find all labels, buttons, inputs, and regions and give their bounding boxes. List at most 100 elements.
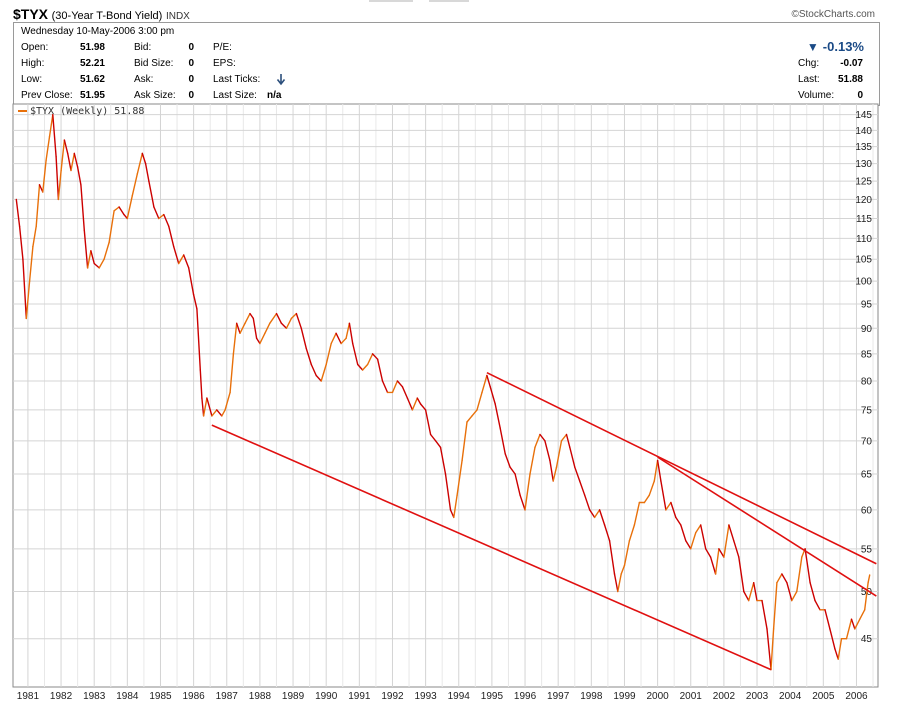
price-segment (187, 267, 195, 296)
symbol: $TYX (13, 6, 49, 22)
price-segment (709, 556, 717, 575)
price-segment (845, 618, 853, 640)
price-segment (761, 599, 768, 630)
volume-label: Volume: (798, 90, 835, 101)
legend-label: $TYX (Weekly) 51.88 (30, 106, 144, 117)
price-segment (589, 509, 596, 519)
price-segment (456, 459, 463, 496)
last-size-value: n/a (267, 90, 282, 101)
price-segment (656, 459, 662, 482)
prev-close-value: 51.95 (79, 90, 105, 101)
price-segment (35, 184, 41, 228)
price-segment (396, 380, 404, 388)
price-segment (83, 229, 89, 269)
y-tick-label: 75 (861, 405, 873, 416)
price-segment (158, 213, 165, 220)
price-segment (232, 322, 238, 355)
x-tick-label: 2000 (646, 691, 669, 702)
price-segment (565, 433, 571, 448)
high-value: 52.21 (79, 58, 105, 69)
price-segment (411, 397, 418, 411)
y-tick-label: 110 (856, 234, 872, 245)
price-segment (555, 440, 563, 468)
price-segment (280, 322, 288, 329)
price-segment (743, 590, 750, 602)
stockcharts-credit[interactable]: ©StockCharts.com (791, 9, 875, 20)
price-segment (569, 446, 576, 468)
price-segment (429, 433, 437, 442)
price-segment (255, 337, 261, 345)
price-segment (406, 397, 414, 411)
price-segment (770, 628, 775, 671)
price-segment (574, 466, 581, 482)
trendline (211, 424, 772, 671)
price-segment (108, 210, 115, 244)
price-segment (486, 374, 491, 388)
price-segment (617, 573, 622, 593)
y-tick-label: 90 (861, 324, 873, 335)
price-segment (113, 206, 120, 212)
price-segment (381, 380, 389, 394)
price-segment (685, 540, 692, 550)
price-segment (772, 582, 778, 630)
x-tick-label: 1998 (580, 691, 603, 702)
volume-value: 0 (857, 90, 863, 101)
x-tick-label: 2006 (845, 691, 868, 702)
y-tick-label: 140 (855, 126, 872, 137)
quote-datetime: Wednesday 10-May-2006 3:00 pm (21, 26, 175, 37)
chg-value: -0.07 (840, 58, 863, 69)
price-segment (466, 415, 473, 423)
price-segment (42, 159, 47, 193)
price-segment (471, 409, 478, 417)
bid-size-value: 0 (188, 58, 194, 69)
price-segment (52, 113, 57, 158)
security-name: (30-Year T-Bond Yield) (51, 10, 163, 22)
price-segment (57, 169, 62, 201)
ask-size-label: Ask Size: (134, 90, 176, 101)
price-segment (401, 386, 409, 399)
trendline (486, 371, 877, 565)
y-tick-label: 125 (855, 177, 872, 188)
x-tick-label: 1987 (216, 691, 239, 702)
ask-label: Ask: (134, 74, 154, 85)
price-segment (118, 206, 125, 216)
exchange: INDX (165, 11, 190, 22)
x-tick-label: 1999 (613, 691, 636, 702)
price-segment (449, 509, 455, 519)
x-tick-label: 2002 (713, 691, 736, 702)
x-tick-label: 1984 (116, 691, 139, 702)
price-segment (163, 213, 170, 228)
price-segment (791, 590, 798, 602)
down-triangle-icon: ▼ (806, 40, 819, 54)
price-segment (539, 433, 546, 442)
pe-label: P/E: (213, 42, 232, 53)
price-segment (723, 524, 730, 558)
top-tab-stub (369, 0, 413, 2)
high-label: High: (21, 58, 45, 69)
price-segment (211, 409, 218, 417)
prev-close-label: Prev Close: (21, 90, 73, 101)
price-segment (434, 440, 442, 448)
price-segment (584, 494, 591, 511)
price-segment (224, 391, 231, 411)
price-segment (680, 524, 687, 542)
price-segment (608, 540, 616, 575)
price-segment (90, 250, 95, 265)
price-segment (593, 509, 601, 519)
price-segment (348, 322, 354, 345)
x-tick-label: 1981 (17, 691, 40, 702)
price-segment (206, 397, 213, 417)
price-segment (239, 322, 246, 334)
price-segment (781, 573, 788, 584)
price-segment (76, 166, 82, 186)
price-segment (519, 494, 526, 511)
price-segment (196, 308, 202, 371)
price-segment (748, 582, 755, 602)
price-segment (315, 374, 322, 382)
x-tick-label: 1988 (249, 691, 272, 702)
price-segment (738, 556, 745, 593)
top-tab-stub (429, 0, 469, 2)
price-segment (804, 548, 811, 584)
x-tick-label: 1986 (182, 691, 205, 702)
price-segment (391, 380, 399, 394)
